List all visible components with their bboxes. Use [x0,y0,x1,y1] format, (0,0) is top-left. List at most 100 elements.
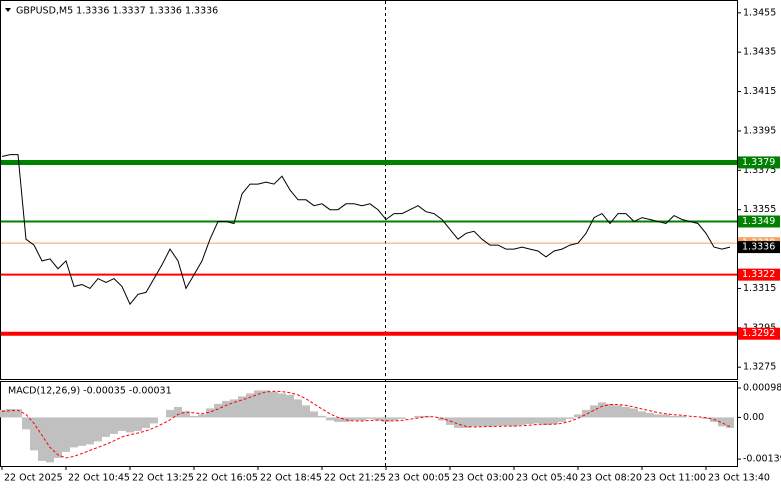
macd-bar [302,405,310,418]
macd-bar [246,393,254,418]
macd-bar [382,417,390,422]
macd-bar [622,406,630,418]
y-tick-label: 0.00098 [743,383,781,394]
macd-bar [318,415,326,418]
y-tick-label: 1.3355 [743,204,776,215]
macd-bar [14,409,22,418]
chart-title: GBPUSD,M5 1.3336 1.3337 1.3336 1.3336 [16,6,218,17]
macd-bar [398,417,406,419]
macd-bar [286,394,294,418]
macd-bar [238,396,246,418]
macd-bar [214,403,222,418]
y-tick-label: -0.00139 [743,454,781,465]
macd-bar [150,417,158,424]
x-tick-label: 22 Oct 18:45 [260,473,322,484]
macd-bar [606,403,614,418]
macd-bar [174,406,182,418]
macd-bar [454,417,462,428]
macd-bar [0,409,6,418]
macd-title: MACD(12,26,9) -0.00035 -0.00031 [8,386,172,397]
macd-bar [134,417,142,431]
x-tick-label: 22 Oct 21:25 [324,473,386,484]
macd-bar [534,417,542,424]
level-label: 1.3379 [742,157,775,168]
macd-bar [118,417,126,431]
macd-bar [254,390,262,418]
y-tick-label: 1.3315 [743,283,776,294]
y-tick-label: 1.3455 [743,7,776,18]
level-label: 1.3322 [742,269,775,280]
signal-line [1,390,731,459]
x-tick-label: 23 Oct 00:05 [388,473,450,484]
macd-bar [590,405,598,418]
macd-bar [38,417,46,461]
macd-bar [662,414,670,418]
macd-bar [350,417,358,421]
macd-bar [670,415,678,418]
macd-bar [486,417,494,427]
macd-bar [6,409,14,418]
macd-bar [326,417,334,421]
macd-bar [678,415,686,418]
level-label-box [738,215,780,228]
macd-bar [270,391,278,418]
title-icon [5,8,11,12]
macd-bar [142,417,150,428]
x-tick-label: 22 Oct 16:05 [196,473,258,484]
macd-bar [494,417,502,426]
macd-bar [358,417,366,421]
macd-bar [654,414,662,418]
x-tick-label: 23 Oct 03:00 [452,473,514,484]
x-tick-label: 23 Oct 13:40 [708,473,770,484]
macd-bar [526,417,534,424]
x-tick-label: 22 Oct 2025 [4,473,63,484]
macd-bar [110,417,118,434]
y-tick-label: 0.00 [743,412,764,423]
main-panel [0,0,738,380]
macd-bar [462,417,470,428]
macd-bar [86,417,94,445]
macd-bar [366,417,374,419]
macd-bar [334,417,342,422]
level-label-box [738,268,780,281]
macd-bar [574,414,582,418]
last-price-box [738,241,780,254]
macd-bar [182,411,190,418]
macd-bar [614,405,622,418]
macd-bar [102,417,110,437]
macd-bar [646,412,654,418]
macd-bar [518,417,526,425]
x-tick-label: 23 Oct 11:00 [644,473,706,484]
macd-bar [62,417,70,452]
macd-bar [198,414,206,418]
macd-bar [310,411,318,418]
macd-bar [582,409,590,418]
macd-bar [126,417,134,433]
macd-bar [278,393,286,418]
macd-bar [190,415,198,418]
level-label-box [738,156,780,169]
macd-bar [558,417,566,422]
y-tick-label: 1.3415 [743,86,776,97]
macd-bar [46,417,54,463]
level-label: 1.3349 [742,216,775,227]
macd-bar [414,415,422,418]
macd-bar [22,417,30,430]
price-line [1,154,731,306]
macd-bar [166,409,174,418]
x-tick-label: 22 Oct 13:25 [132,473,194,484]
x-tick-label: 23 Oct 08:20 [580,473,642,484]
last-price-label: 1.3336 [742,242,775,253]
y-tick-label: 1.3375 [743,165,776,176]
macd-bar [78,417,86,446]
macd-bar [262,390,270,418]
macd-bar [502,417,510,426]
y-tick-label: 1.3395 [743,125,776,136]
macd-bar [30,417,38,451]
macd-bar [638,411,646,418]
macd-bar [70,417,78,448]
y-tick-label: 1.3275 [743,362,776,373]
macd-bar [294,399,302,418]
macd-bar [206,408,214,418]
